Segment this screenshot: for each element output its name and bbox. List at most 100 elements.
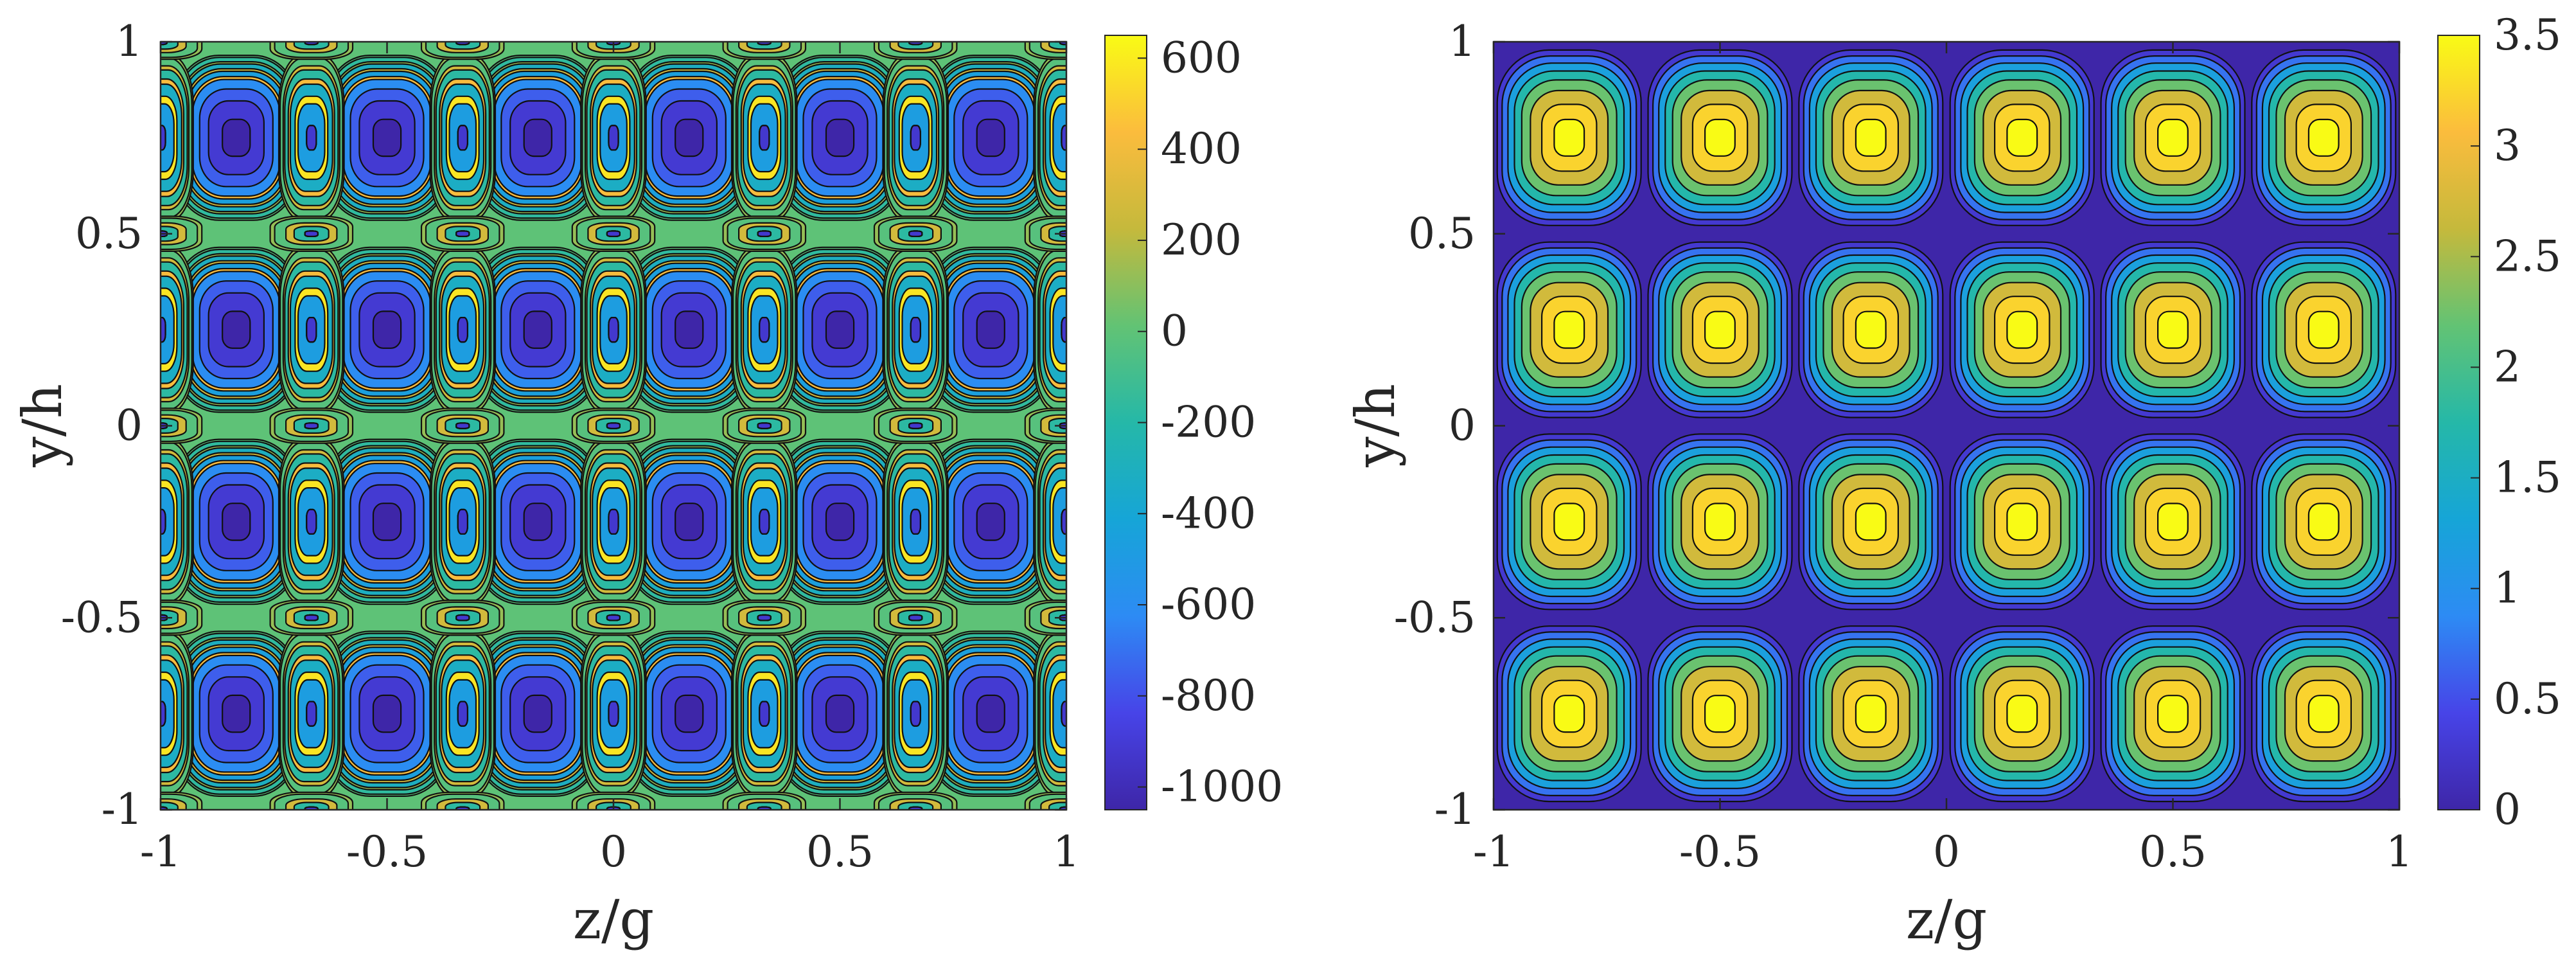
y-tick-label: -1 <box>101 785 143 834</box>
colorbar-tick-label: 200 <box>1161 215 1242 265</box>
secondary-cell <box>161 42 203 60</box>
x-tick-label: 0.5 <box>806 827 874 877</box>
maximum-cell <box>1949 433 2095 611</box>
plot-area-2 <box>1494 42 2399 810</box>
contour-band <box>675 503 704 541</box>
maximum-cell <box>2251 49 2397 226</box>
contour-band <box>2006 503 2038 541</box>
colorbar-tick-label: 2.5 <box>2494 231 2561 281</box>
maximum-cell <box>1949 49 2095 226</box>
maximum-cell <box>2100 433 2246 611</box>
maximum-cell <box>1949 625 2095 803</box>
contour-band <box>759 317 770 343</box>
minimum-cell <box>777 630 903 797</box>
minimum-cell <box>626 438 752 605</box>
maximum-cell <box>1033 630 1066 798</box>
contour-band <box>523 118 552 157</box>
contour-band <box>910 317 921 343</box>
colorbar-tick-label: 1 <box>2494 564 2521 613</box>
contour-layer-1 <box>161 42 1066 810</box>
contour-band <box>457 508 468 535</box>
contour-band <box>2157 695 2189 733</box>
maximum-cell <box>161 630 194 798</box>
x-tick-label: 1 <box>1053 827 1080 877</box>
minimum-cell <box>173 54 299 221</box>
contour-band <box>2307 503 2340 541</box>
maximum-cell <box>1949 241 2095 418</box>
minimum-cell <box>173 246 299 413</box>
maximum-cell <box>429 54 497 222</box>
colorbar-ticks-1: 600 400 200 0 -200 -400 -600 -800 -1000 <box>1138 33 1283 812</box>
secondary-cell <box>269 215 354 253</box>
y-tick-label: 0.5 <box>75 209 143 258</box>
contour-band <box>608 508 619 535</box>
minimum-cell <box>324 54 450 221</box>
secondary-cell <box>420 599 505 636</box>
colorbar-gradient-2 <box>2437 35 2480 810</box>
secondary-cell <box>1024 215 1066 252</box>
colorbar-ticks-2: 3.5 3 2.5 2 1.5 1 0.5 0 <box>2471 10 2561 834</box>
y-tick-label: -1 <box>1434 785 1476 834</box>
contour-band <box>1553 695 1585 733</box>
x-tick-label: -1 <box>1473 827 1514 877</box>
contour-layer-2 <box>1496 49 2397 803</box>
maximum-cell <box>730 245 798 414</box>
maximum-cell <box>278 630 345 798</box>
contour-band <box>304 230 319 237</box>
maximum-cell <box>2100 625 2246 803</box>
maximum-cell <box>1647 49 1793 226</box>
colorbar-tick-label: -800 <box>1161 671 1256 720</box>
contour-band <box>1553 118 1585 157</box>
contour-band <box>372 503 402 541</box>
secondary-cell <box>873 791 958 810</box>
contour-band <box>372 118 402 157</box>
x-tick-label: 0 <box>1933 827 1960 877</box>
minimum-cell <box>928 438 1054 605</box>
y-tick-label: 0 <box>116 401 143 451</box>
contour-band <box>306 317 317 343</box>
secondary-cell <box>873 599 958 636</box>
maximum-cell <box>2251 241 2397 418</box>
colorbar-tick-label: 0 <box>1161 307 1188 356</box>
colorbar-tick-label: 400 <box>1161 124 1242 174</box>
x-tick-label: 0 <box>600 827 627 877</box>
contour-band <box>1052 679 1066 749</box>
contour-band <box>1061 125 1066 151</box>
maximum-cell <box>1647 433 1793 611</box>
maximum-cell <box>2251 433 2397 611</box>
contour-band <box>746 42 782 50</box>
secondary-cell <box>420 215 505 253</box>
contour-band <box>825 503 855 541</box>
colorbar-tick-label: 3.5 <box>2494 10 2561 60</box>
contour-band <box>222 310 251 349</box>
contour-band <box>2307 118 2340 157</box>
minimum-cell <box>324 246 450 413</box>
contour-band <box>306 701 317 727</box>
contour-band <box>2307 695 2340 733</box>
contour-band <box>757 614 772 621</box>
colorbar-tick-label: 0 <box>2494 785 2521 834</box>
contour-band <box>1855 695 1887 733</box>
contour-band <box>1704 310 1736 349</box>
x-ticks-2: -1 -0.5 0 0.5 1 <box>1473 42 2413 877</box>
contour-band <box>1855 118 1887 157</box>
minimum-cell <box>777 438 903 605</box>
contour-band <box>523 310 552 349</box>
contour-band <box>457 701 468 727</box>
maximum-cell <box>580 245 647 414</box>
minimum-cell <box>324 438 450 605</box>
contour-band <box>523 503 552 541</box>
secondary-cell <box>873 407 958 444</box>
contour-band <box>606 614 621 621</box>
contour-band <box>457 317 468 343</box>
contour-band <box>1052 487 1066 557</box>
colorbar-tick-label: 0.5 <box>2494 674 2561 724</box>
contour-band <box>1061 701 1066 727</box>
contour-band <box>161 125 166 151</box>
maximum-cell <box>161 438 194 606</box>
minimum-cell <box>324 630 450 797</box>
contour-band <box>161 508 166 535</box>
secondary-cell <box>873 42 958 60</box>
maximum-cell <box>1033 54 1066 222</box>
minimum-cell <box>777 246 903 413</box>
